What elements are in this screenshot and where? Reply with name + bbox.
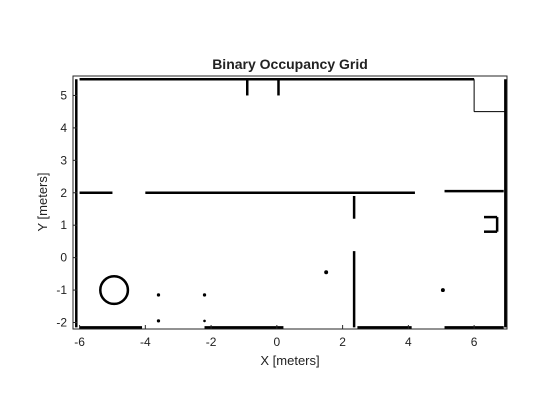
occupied-speck-2	[202, 293, 207, 297]
x-tick-label: -2	[206, 335, 217, 349]
y-axis-ticks: -2 -1 0 1 2 3 4 5	[56, 88, 77, 330]
y-tick-label: 0	[60, 251, 67, 265]
x-tick-label: -4	[140, 335, 151, 349]
y-tick-label: 3	[60, 153, 67, 167]
plot-area	[72, 75, 508, 330]
y-tick-label: 5	[60, 88, 67, 102]
x-tick-label: 2	[339, 335, 346, 349]
x-axis-ticks: -6 -4 -2 0 2 4 6	[74, 325, 478, 349]
x-tick-label: 0	[274, 335, 281, 349]
y-tick-label: 4	[60, 121, 67, 135]
occupied-speck-1	[156, 293, 161, 297]
occupied-speck-3	[324, 270, 329, 275]
occupied-speck-5	[156, 319, 161, 323]
occupied-speck-4	[440, 288, 445, 293]
occupied-speck-6	[203, 319, 206, 323]
y-axis-label: Y [meters]	[35, 172, 50, 231]
occupancy-marks	[75, 77, 507, 329]
y-tick-label: 1	[60, 218, 67, 232]
y-tick-label: -1	[56, 283, 67, 297]
x-axis-label: X [meters]	[260, 353, 319, 368]
y-tick-label: -2	[56, 316, 67, 330]
x-tick-label: 6	[471, 335, 478, 349]
x-tick-label: -6	[74, 335, 85, 349]
y-tick-label: 2	[60, 186, 67, 200]
x-tick-label: 4	[405, 335, 412, 349]
chart-title: Binary Occupancy Grid	[212, 56, 368, 72]
occupied-round-obstacle	[99, 275, 130, 306]
